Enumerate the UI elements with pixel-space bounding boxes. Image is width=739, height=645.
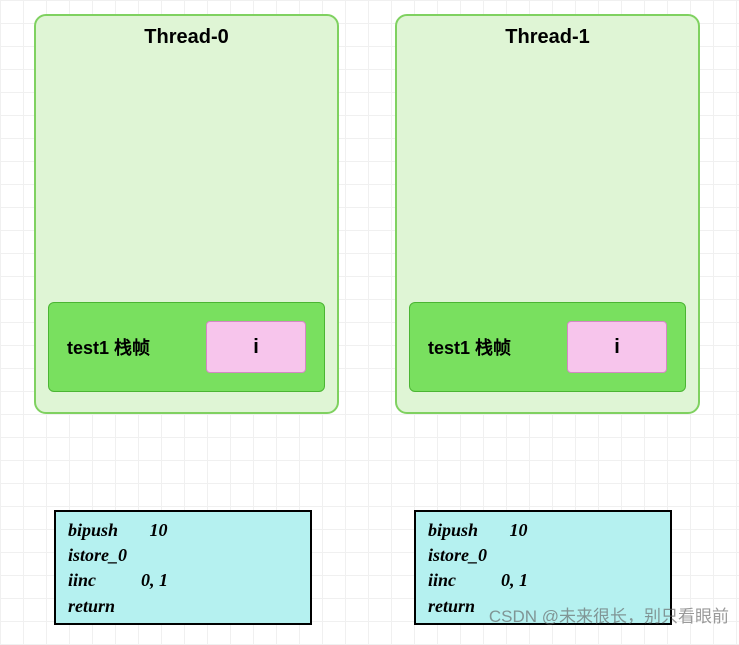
frame-label: test1 栈帧 (428, 334, 511, 360)
var-box: i (567, 321, 667, 373)
frame-label: test1 栈帧 (67, 334, 150, 360)
bytecode-box-0: bipush 10 istore_0 iinc 0, 1 return (54, 510, 312, 625)
watermark-text: CSDN @未来很长，别只看眼前 (489, 602, 729, 627)
thread-box-1: Thread-1 test1 栈帧 i (395, 14, 700, 414)
thread-title: Thread-0 (144, 26, 228, 49)
var-name: i (614, 336, 620, 359)
bytecode-text: bipush 10 istore_0 iinc 0, 1 return (68, 520, 168, 616)
var-name: i (253, 336, 259, 359)
thread-title: Thread-1 (505, 26, 589, 49)
stack-frame: test1 栈帧 i (409, 302, 686, 392)
stack-frame: test1 栈帧 i (48, 302, 325, 392)
thread-box-0: Thread-0 test1 栈帧 i (34, 14, 339, 414)
var-box: i (206, 321, 306, 373)
